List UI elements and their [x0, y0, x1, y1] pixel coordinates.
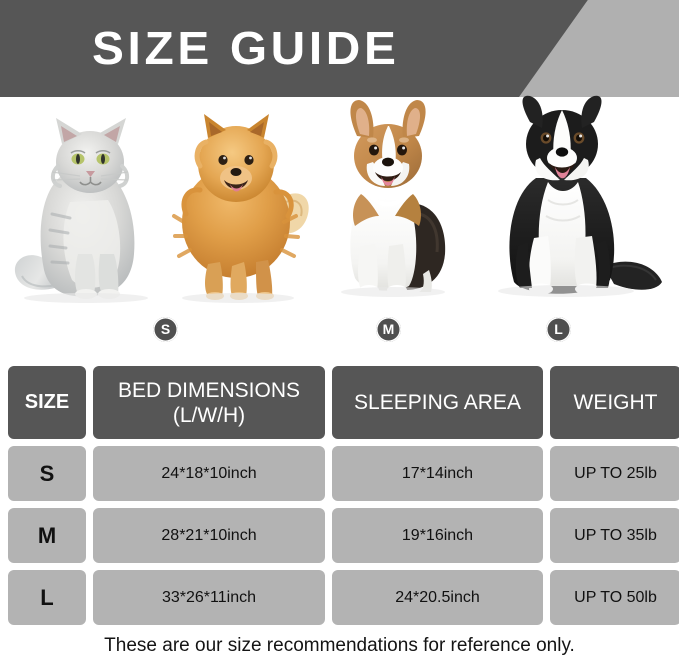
cell-size: L	[8, 570, 86, 625]
cell-bed-dimensions: 24*18*10inch	[93, 446, 325, 501]
header-cell-bed-dimensions: BED DIMENSIONS (L/W/H)	[93, 366, 325, 439]
animal-photo-strip	[0, 94, 679, 312]
size-badge-l: L	[546, 317, 571, 342]
cell-size: S	[8, 446, 86, 501]
cell-sleeping-area: 17*14inch	[332, 446, 543, 501]
header-bed-dimensions-line1: BED DIMENSIONS	[117, 378, 301, 402]
cell-weight: UP TO 50lb	[550, 570, 679, 625]
table-header-row: SIZE BED DIMENSIONS (L/W/H) SLEEPING ARE…	[0, 366, 679, 439]
corgi-photo	[327, 94, 462, 304]
size-table: SIZE BED DIMENSIONS (L/W/H) SLEEPING ARE…	[0, 366, 679, 632]
header-bed-dimensions-line2: (L/W/H)	[172, 403, 246, 427]
pomeranian-photo	[170, 104, 315, 304]
table-row: L 33*26*11inch 24*20.5inch UP TO 50lb	[0, 570, 679, 625]
cell-weight: UP TO 35lb	[550, 508, 679, 563]
header-banner: SIZE GUIDE	[0, 0, 679, 97]
header-cell-sleeping-area: SLEEPING AREA	[332, 366, 543, 439]
size-badge-row: S M L	[0, 312, 679, 364]
cell-weight: UP TO 25lb	[550, 446, 679, 501]
cell-sleeping-area: 24*20.5inch	[332, 570, 543, 625]
cell-size: M	[8, 508, 86, 563]
header-cell-size: SIZE	[8, 366, 86, 439]
page-title: SIZE GUIDE	[92, 22, 400, 74]
cell-bed-dimensions: 28*21*10inch	[93, 508, 325, 563]
cell-sleeping-area: 19*16inch	[332, 508, 543, 563]
footer-note: These are our size recommendations for r…	[0, 628, 679, 663]
table-row: M 28*21*10inch 19*16inch UP TO 35lb	[0, 508, 679, 563]
border-collie-photo	[486, 86, 671, 306]
size-badge-s: S	[153, 317, 178, 342]
size-badge-m: M	[376, 317, 401, 342]
header-cell-weight: WEIGHT	[550, 366, 679, 439]
banner-diagonal-accent	[519, 0, 679, 97]
cat-photo	[8, 104, 168, 304]
table-row: S 24*18*10inch 17*14inch UP TO 25lb	[0, 446, 679, 501]
cell-bed-dimensions: 33*26*11inch	[93, 570, 325, 625]
